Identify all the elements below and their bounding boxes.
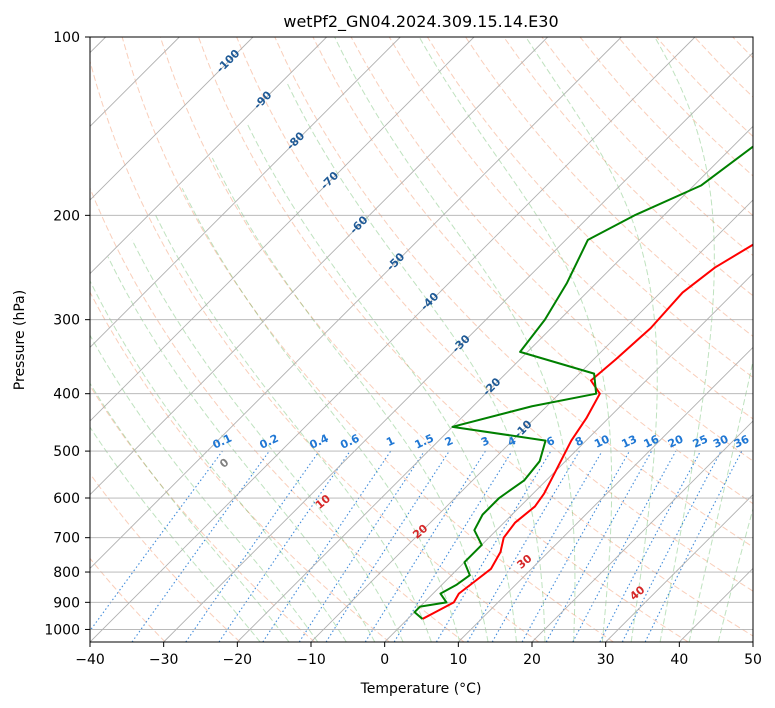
y-tick-label: 400	[53, 387, 80, 403]
x-tick-label: 30	[597, 652, 615, 668]
moist-adiabat-line	[90, 426, 261, 642]
isotherm-line	[90, 37, 548, 496]
x-tick-label: −20	[223, 652, 253, 668]
x-tick-label: 20	[523, 652, 541, 668]
moist-adiabat-line	[211, 157, 489, 642]
x-tick-label: 40	[670, 652, 688, 668]
isotherm-line	[90, 37, 327, 275]
mixing-ratio-line	[218, 450, 351, 642]
x-tick-label: −30	[149, 652, 179, 668]
mixing-ratio-line	[393, 450, 513, 642]
moist-adiabat-line	[90, 334, 319, 642]
mixing-ratio-line	[521, 450, 630, 642]
isotherm-line	[605, 494, 753, 642]
dry-adiabat-line	[465, 37, 753, 337]
moist-adiabat-line	[131, 239, 404, 642]
mixing-ratio-label: 13	[620, 433, 639, 451]
moist-adiabat-line	[155, 215, 432, 642]
chart-title: wetPf2_GN04.2024.309.15.14.E30	[283, 12, 558, 32]
mixing-ratio-label: 20	[666, 432, 686, 450]
dry-adiabat-line	[121, 37, 614, 642]
moist-adiabat-line	[90, 279, 347, 642]
isotherm-line	[310, 199, 753, 642]
moist-adiabat-line	[334, 37, 576, 642]
y-tick-label: 800	[53, 565, 80, 581]
dry-adiabat-line	[90, 59, 540, 642]
mixing-ratio-line	[325, 450, 450, 642]
moist-adiabat-line	[246, 123, 517, 642]
dry-adiabat-line	[350, 37, 753, 462]
y-tick-label: 500	[53, 444, 80, 460]
mixing-ratio-label: 10	[592, 432, 612, 450]
moist-adiabat-line	[181, 188, 461, 642]
dewpoint-profile-line	[413, 145, 753, 620]
dry-adiabat-line	[90, 186, 465, 642]
mixing-ratio-label: 16	[642, 432, 662, 450]
axis-ticks: −40 −30 −20 −10 0 10 20 30 40 50 100 200 300 400 500 60…	[44, 30, 762, 668]
dry-adiabat-line	[312, 37, 753, 505]
mixing-ratio-line	[131, 450, 270, 642]
isotherm-line	[237, 125, 753, 642]
dry-adiabat-line	[274, 37, 753, 548]
moist-adiabat-line	[287, 83, 546, 642]
moist-adiabat-line	[654, 37, 715, 642]
dry-adiabat-line	[90, 557, 166, 642]
dry-adiabat-line	[503, 37, 753, 297]
isotherm-line	[90, 37, 254, 201]
dry-adiabat-line	[90, 291, 390, 642]
dry-adiabat-line	[388, 37, 753, 420]
isotherm-line	[163, 52, 753, 642]
isotherm-line	[90, 37, 475, 422]
moist-adiabat-line	[688, 358, 753, 642]
y-tick-label: 600	[53, 491, 80, 507]
mixing-ratio-label: 25	[691, 433, 710, 451]
x-tick-label: −10	[296, 652, 326, 668]
x-tick-label: 50	[744, 652, 762, 668]
mixing-ratio-line	[262, 450, 392, 642]
y-tick-label: 200	[53, 208, 80, 224]
x-tick-label: 0	[380, 652, 389, 668]
moist-adiabat-line	[525, 37, 658, 642]
y-tick-label: 300	[53, 313, 80, 329]
y-tick-label: 1000	[44, 622, 80, 638]
mixing-ratio-label: 36	[732, 432, 752, 450]
mixing-ratio-line	[298, 450, 425, 642]
y-axis-label: Pressure (hPa)	[12, 290, 28, 390]
plot-area: -100-90-80-70-60-50-40-30-20-100.1 0.2 0.4…	[90, 37, 753, 642]
isotherm-line	[90, 37, 401, 348]
dry-adiabat-line	[90, 384, 316, 642]
mixing-ratio-line	[572, 450, 677, 642]
x-tick-label: 10	[449, 652, 467, 668]
isotherm-line	[531, 420, 753, 642]
mixing-ratio-label: 30	[711, 432, 731, 450]
moist-adiabat-line	[107, 256, 376, 642]
plot-frame	[89, 36, 754, 643]
moist-adiabat-line	[418, 37, 613, 642]
y-tick-label: 900	[53, 595, 80, 611]
dry-adiabat-line	[159, 37, 689, 642]
dry-adiabat-line	[236, 37, 753, 592]
dry-adiabat-line	[90, 472, 241, 642]
isotherm-line	[384, 273, 753, 642]
mixing-ratio-line	[545, 450, 653, 642]
isotherm-line	[90, 37, 622, 569]
mixing-ratio-line	[185, 450, 320, 642]
temperature-profile-line	[421, 243, 753, 620]
y-tick-label: 100	[53, 30, 80, 46]
isotherm-line	[90, 37, 696, 642]
isotherm-line	[458, 346, 753, 642]
mixing-ratio-line	[90, 450, 223, 632]
y-tick-label: 700	[53, 531, 80, 547]
x-tick-label: −40	[75, 652, 105, 668]
mixing-ratio-line	[644, 450, 743, 642]
x-axis-label: Temperature (°C)	[360, 681, 482, 697]
